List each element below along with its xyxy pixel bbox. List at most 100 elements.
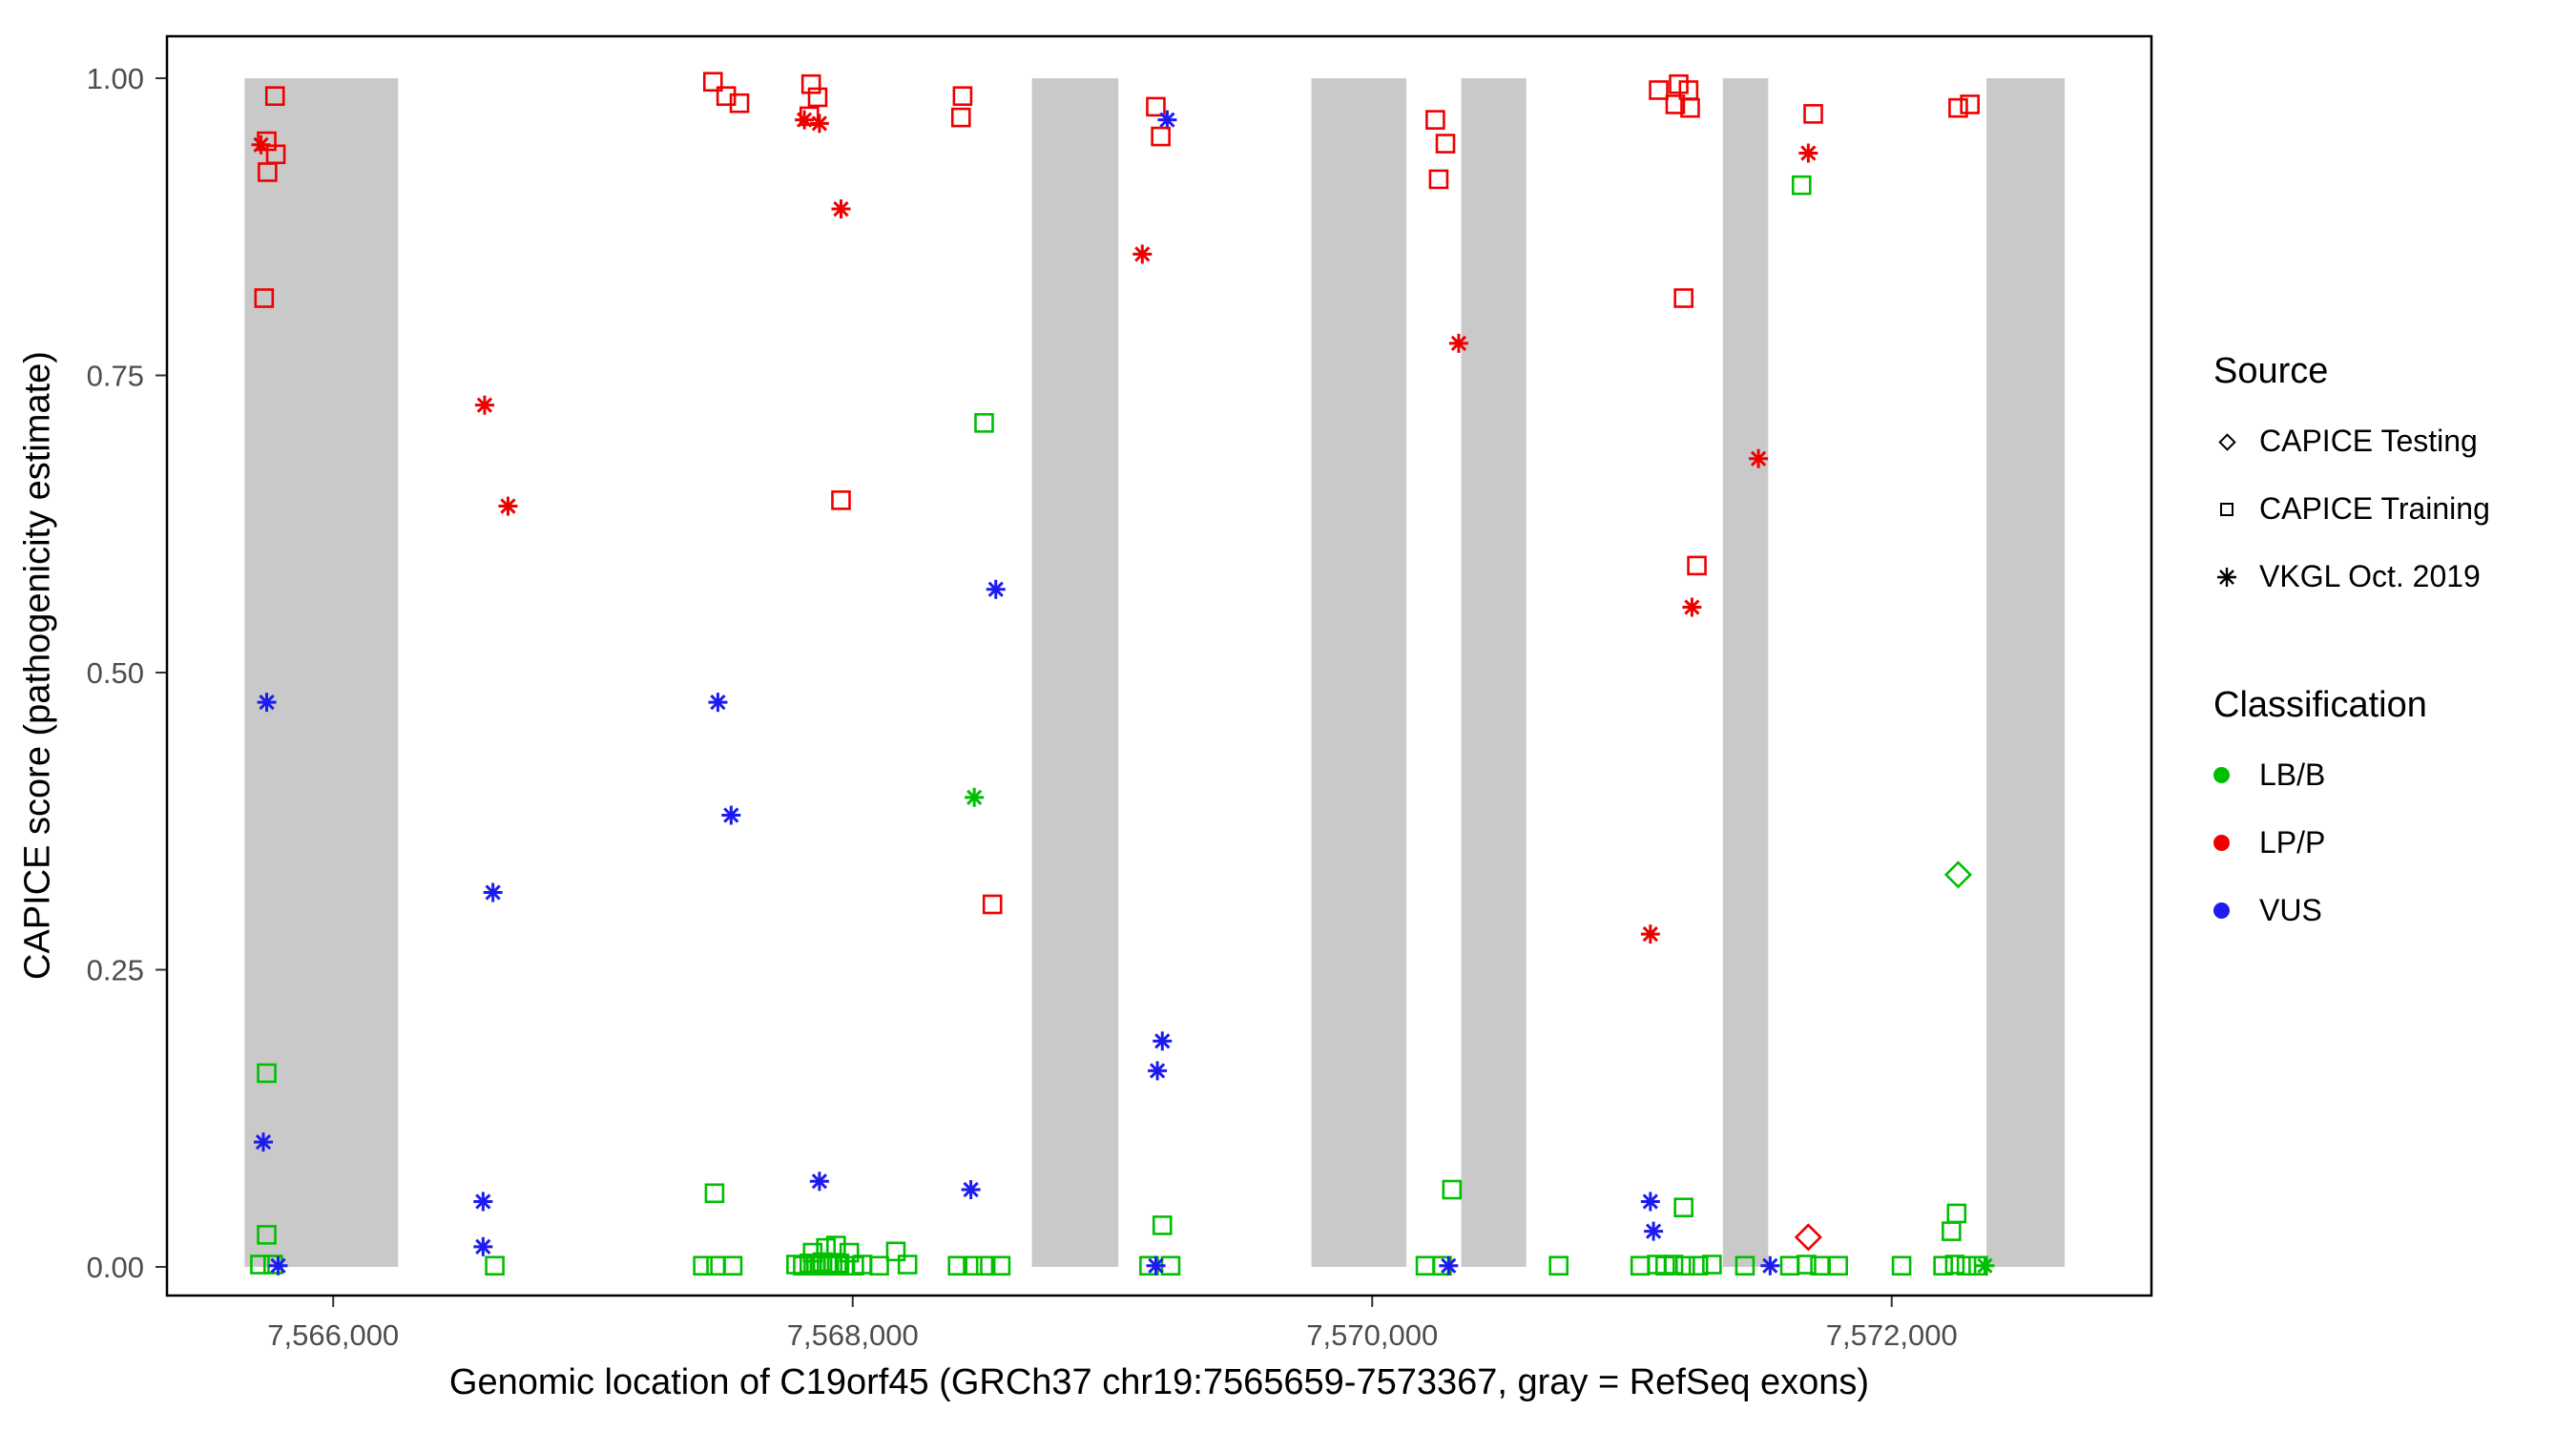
legend-label-lbb: LB/B — [2259, 757, 2326, 792]
data-point-asterisk — [254, 1132, 274, 1152]
legend-label-capice-testing: CAPICE Testing — [2259, 424, 2478, 458]
data-point-square — [1435, 134, 1456, 154]
data-point-asterisk — [809, 1172, 829, 1192]
refseq-exon-band — [1461, 78, 1527, 1267]
y-tick-label: 0.25 — [87, 954, 144, 987]
data-point-asterisk — [473, 1192, 493, 1212]
x-tick-label: 7,572,000 — [1826, 1318, 1958, 1352]
asterisk-marker-icon — [2213, 564, 2259, 591]
data-point-asterisk — [1798, 143, 1818, 163]
data-point-square — [947, 1255, 968, 1276]
data-point-square — [257, 1225, 277, 1245]
data-point-asterisk — [1448, 333, 1468, 353]
data-point-square — [716, 86, 737, 106]
data-point-square — [1649, 80, 1669, 100]
data-point-square — [250, 1255, 270, 1275]
legend-classification-title: Classification — [2213, 685, 2427, 725]
data-point-asterisk — [1157, 110, 1177, 130]
y-axis-title: CAPICE score (pathogenicity estimate) — [17, 351, 58, 981]
refseq-exon-band — [244, 78, 399, 1267]
legend-item-capice-training: CAPICE Training — [2213, 475, 2566, 543]
data-point-square — [1687, 555, 1707, 576]
data-point-square — [257, 1063, 277, 1084]
data-point-asterisk — [795, 110, 815, 130]
data-point-square — [822, 1255, 843, 1276]
data-point-square — [1146, 96, 1166, 117]
data-point-square — [485, 1255, 505, 1276]
refseq-exon-band — [1722, 78, 1769, 1267]
data-point-square — [1803, 104, 1823, 124]
refseq-exon-band — [1031, 78, 1119, 1267]
legend-item-vus: VUS — [2213, 877, 2566, 944]
data-point-square — [254, 288, 275, 308]
data-point-square — [952, 86, 973, 106]
data-point-square — [982, 894, 1003, 915]
data-point-square — [1680, 97, 1700, 118]
data-point-asterisk — [708, 693, 728, 713]
data-point-asterisk — [1640, 924, 1660, 944]
data-point-asterisk — [1749, 448, 1769, 468]
data-point-square — [1948, 97, 1968, 118]
data-point-asterisk — [257, 693, 277, 713]
data-point-square — [722, 1255, 743, 1276]
data-point-asterisk — [1148, 1061, 1168, 1081]
data-point-square — [1442, 1179, 1463, 1200]
data-point-square — [1791, 175, 1812, 196]
legend-item-vkgl: VKGL Oct. 2019 — [2213, 543, 2566, 611]
data-point-square — [693, 1255, 713, 1276]
data-point-square — [1673, 1197, 1693, 1217]
red-dot-icon — [2213, 835, 2259, 851]
data-point-asterisk — [1644, 1221, 1664, 1241]
data-point-asterisk — [809, 114, 829, 134]
data-point-asterisk — [1439, 1255, 1459, 1275]
data-point-square — [1675, 1255, 1695, 1276]
y-tick-label: 0.50 — [87, 656, 144, 690]
data-point-asterisk — [831, 199, 851, 219]
blue-dot-icon — [2213, 902, 2259, 919]
y-tick-label: 0.00 — [87, 1251, 144, 1284]
data-point-square — [990, 1255, 1011, 1276]
data-point-square — [831, 490, 851, 510]
data-point-asterisk — [1132, 244, 1153, 264]
data-point-square — [1702, 1255, 1722, 1275]
legend-label-vkgl: VKGL Oct. 2019 — [2259, 559, 2481, 593]
data-point-square — [1152, 1215, 1173, 1235]
legend-item-capice-testing: CAPICE Testing — [2213, 407, 2566, 475]
data-point-square — [704, 1183, 725, 1204]
data-point-asterisk — [986, 579, 1006, 599]
data-point-square — [706, 1255, 726, 1276]
y-tick-label: 1.00 — [87, 62, 144, 95]
data-point-square — [1673, 288, 1693, 308]
data-point-square — [1960, 94, 1980, 114]
refseq-exon-band — [1311, 78, 1407, 1267]
legend-item-lpp: LP/P — [2213, 809, 2566, 877]
data-point-asterisk — [498, 496, 518, 516]
data-point-square — [1425, 110, 1445, 130]
refseq-exon-band — [1986, 78, 2066, 1267]
data-point-square — [786, 1255, 806, 1275]
data-point-square — [897, 1255, 918, 1275]
legend-label-vus: VUS — [2259, 893, 2322, 927]
data-point-square — [800, 73, 821, 94]
data-point-square — [1797, 1255, 1817, 1275]
data-point-asterisk — [474, 395, 494, 415]
data-point-square — [829, 1253, 850, 1274]
data-point-square — [1942, 1221, 1962, 1241]
legend-source-title: Source — [2213, 351, 2329, 391]
data-point-asterisk — [961, 1180, 981, 1200]
legend-source-group: Source CAPICE Testing CAPICE Training — [2213, 351, 2566, 611]
data-point-diamond — [1794, 1223, 1822, 1252]
data-point-square — [807, 87, 828, 108]
data-point-square — [702, 72, 723, 93]
data-point-asterisk — [1760, 1255, 1780, 1275]
data-point-square — [1630, 1255, 1651, 1276]
data-point-asterisk — [268, 1255, 288, 1275]
data-point-asterisk — [965, 787, 985, 807]
data-point-square — [258, 162, 278, 182]
data-point-square — [1688, 1255, 1709, 1276]
data-point-square — [963, 1255, 983, 1276]
data-point-square — [1735, 1255, 1755, 1276]
data-point-square — [975, 1255, 996, 1276]
